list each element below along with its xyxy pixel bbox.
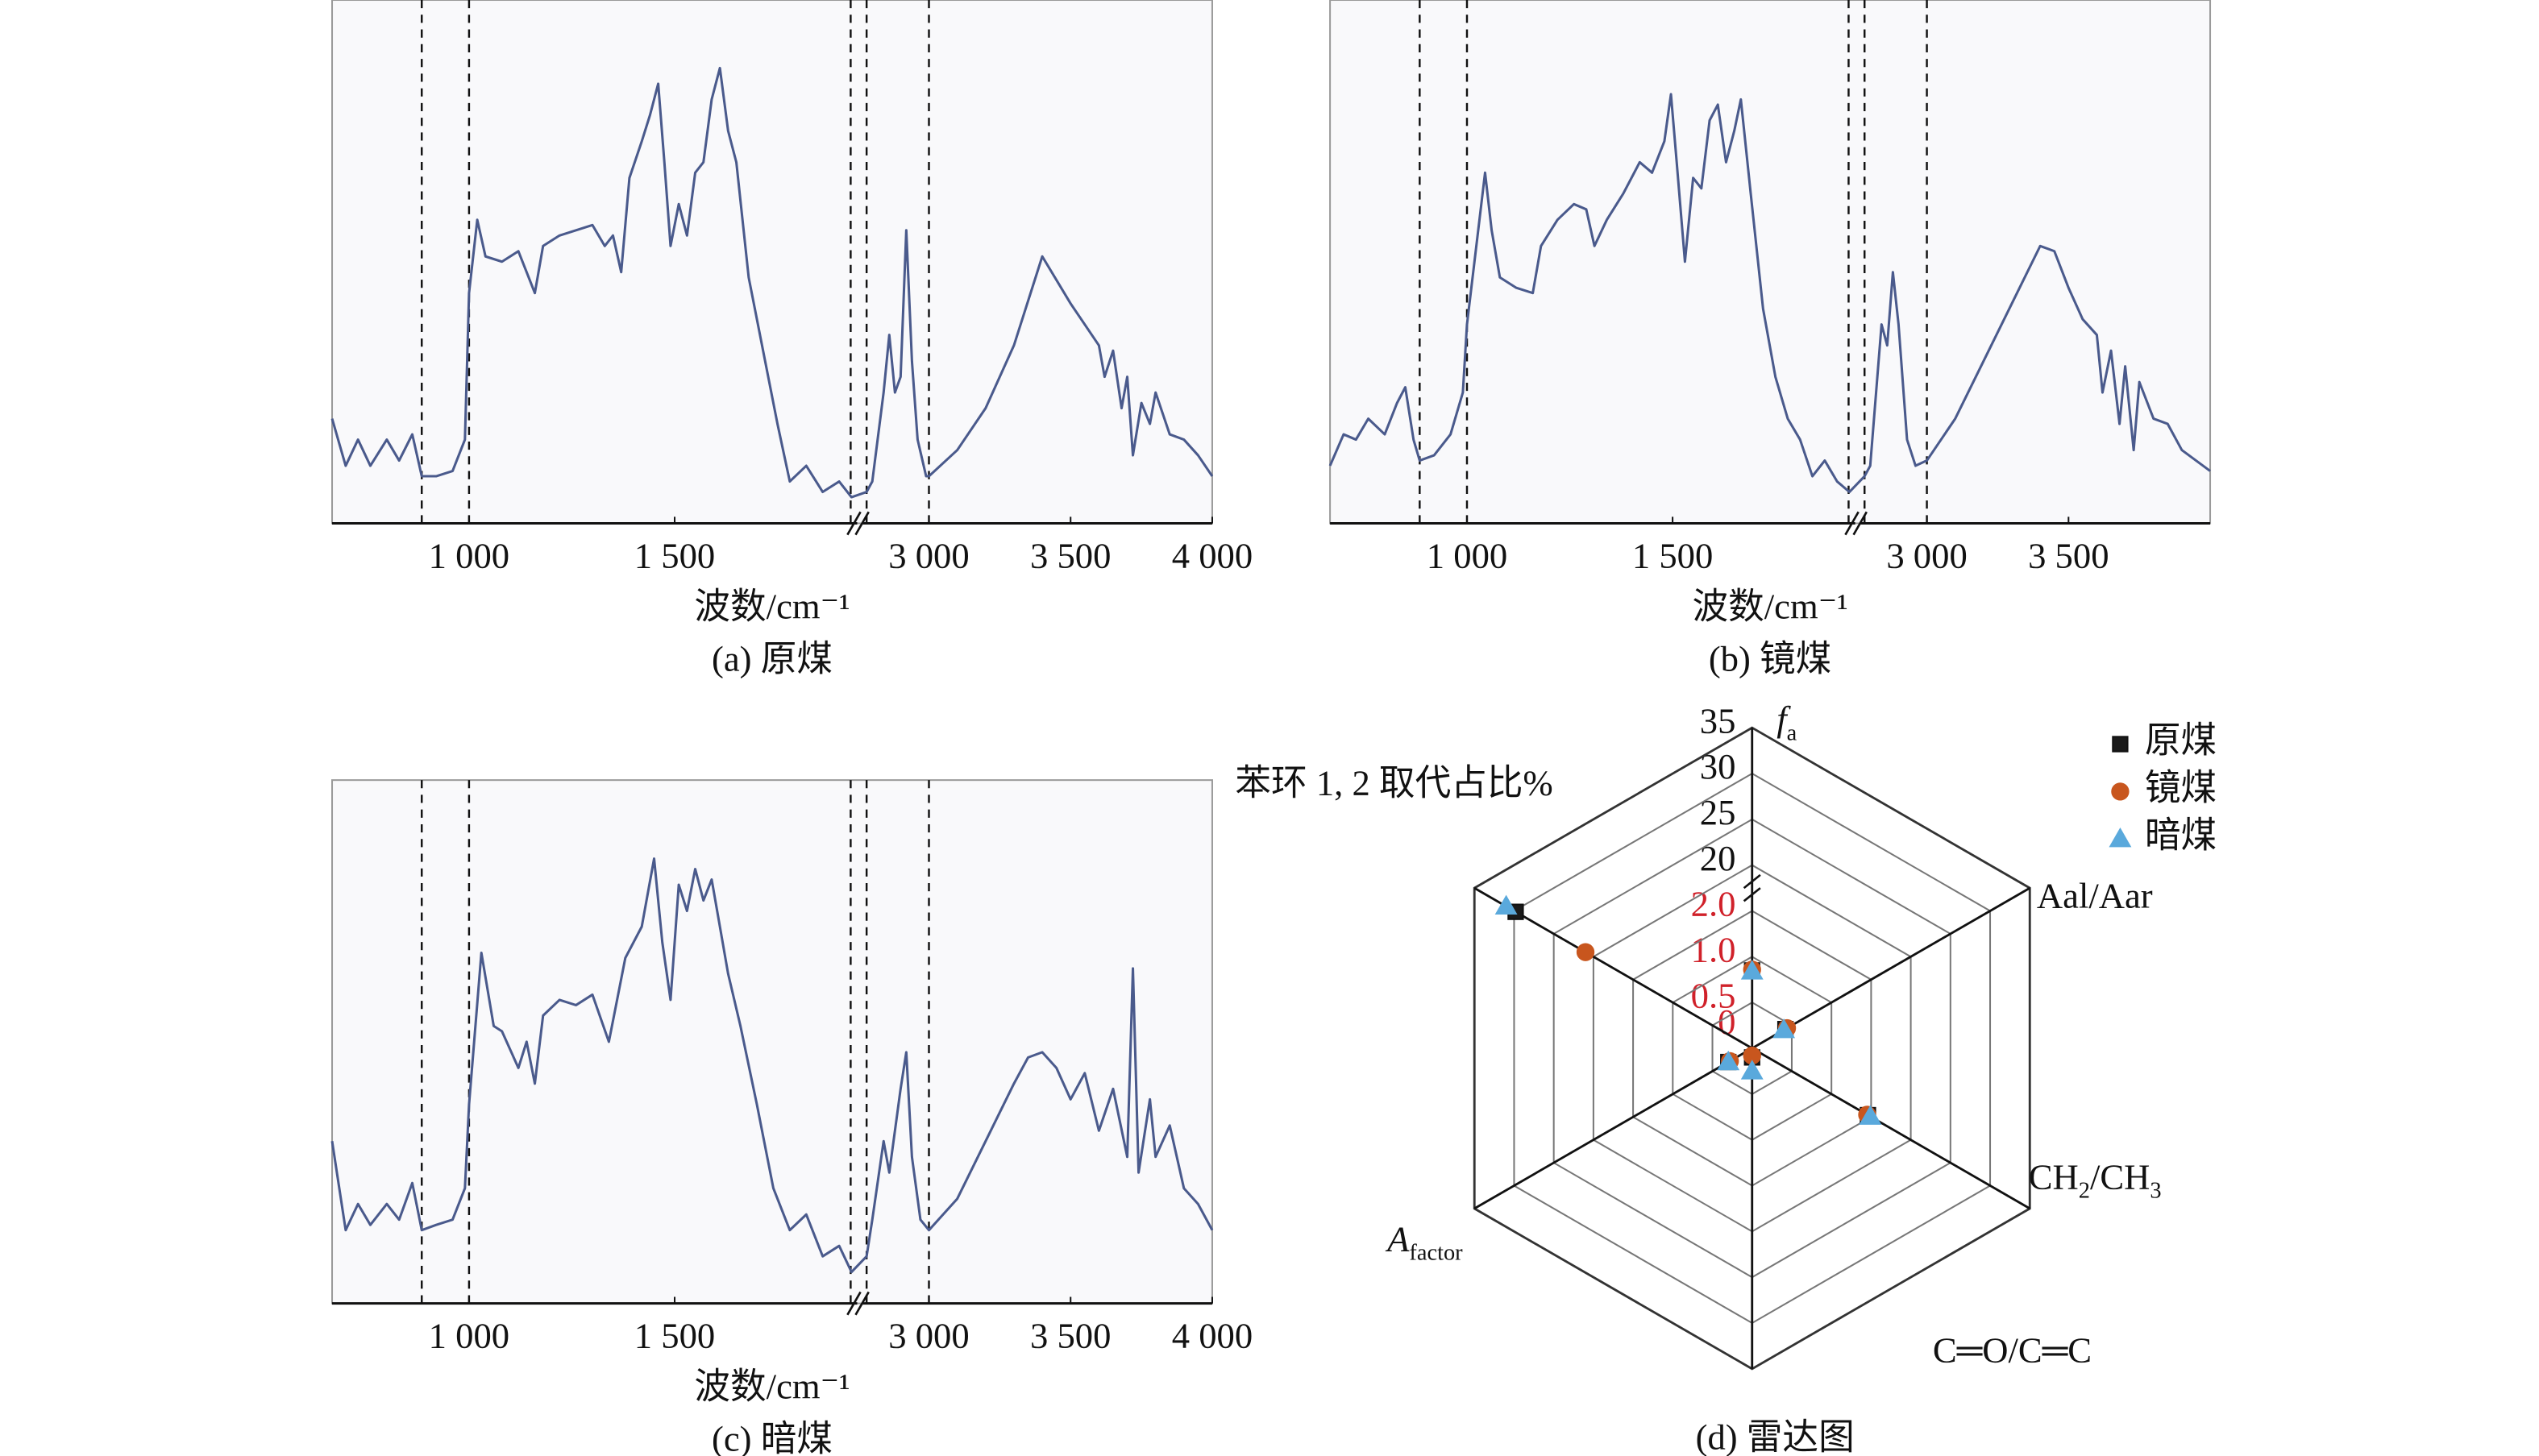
x-tick-label: 4 000 — [1172, 1316, 1253, 1356]
axis-label-part: A — [1385, 1219, 1410, 1259]
axis-spoke — [1752, 1047, 2030, 1210]
radial-tick-label: 1.0 — [1691, 930, 1736, 970]
axis-label: C═O/C═C — [1933, 1330, 2092, 1371]
x-axis-label: 波数/cm⁻¹ — [1692, 586, 1847, 626]
legend-marker — [2112, 736, 2129, 753]
axis-break — [1743, 887, 1761, 902]
caption: (d) 雷达图 — [1696, 1417, 1855, 1456]
x-tick-label: 3 000 — [1886, 535, 1967, 575]
x-tick-label: 1 500 — [634, 1316, 715, 1356]
axis-break — [846, 511, 862, 536]
axis-label: 苯环 1, 2 取代占比% — [1235, 763, 1552, 803]
axis-label-part: 苯环 1, 2 取代占比% — [1235, 763, 1552, 803]
axis-label-part: Aal/Aar — [2037, 876, 2153, 916]
x-tick-label: 1 000 — [429, 535, 509, 575]
axis-label-part: /CH — [2090, 1157, 2150, 1197]
x-tick-label: 4 000 — [1172, 535, 1253, 575]
data-point — [1740, 1060, 1764, 1080]
axis-break — [1844, 511, 1860, 536]
axis-label: fa — [1776, 699, 1797, 745]
x-tick-label: 1 000 — [1427, 535, 1507, 575]
axis-break — [846, 1291, 862, 1316]
caption: (a) 原煤 — [712, 638, 833, 678]
x-tick-label: 3 000 — [888, 1316, 969, 1356]
radial-tick-label: 2.0 — [1691, 884, 1736, 924]
x-tick-label: 1 500 — [634, 535, 715, 575]
axis-label-part: factor — [1409, 1240, 1463, 1265]
axis-spoke — [1752, 886, 2030, 1050]
legend-label: 镜煤 — [2145, 768, 2217, 808]
axis-label-part: C═O/C═C — [1933, 1330, 2092, 1371]
legend-label: 原煤 — [2145, 720, 2217, 761]
data-point — [1859, 1105, 1882, 1125]
x-axis-label: 波数/cm⁻¹ — [694, 586, 850, 626]
axis-spoke — [1473, 1047, 1753, 1210]
x-tick-label: 3 000 — [888, 535, 969, 575]
radial-tick-label: 35 — [1700, 700, 1736, 740]
x-tick-label: 3 500 — [1030, 1316, 1111, 1356]
axis-label-part: CH — [2029, 1157, 2079, 1197]
data-point — [1717, 1050, 1740, 1071]
legend-label: 暗煤 — [2145, 815, 2217, 855]
axis-label: CH2/CH3 — [2029, 1157, 2162, 1203]
axis-break — [1743, 873, 1761, 890]
spectrum-line — [330, 66, 1214, 499]
plot-area — [331, 779, 1213, 1305]
spectrum-line — [1328, 93, 2211, 494]
plot-area — [1329, 0, 2212, 525]
legend-marker — [2109, 827, 2132, 848]
data-point — [1494, 894, 1518, 915]
caption: (c) 暗煤 — [712, 1418, 833, 1456]
x-tick-label: 1 000 — [429, 1316, 509, 1356]
axis-label-part: 2 — [2079, 1178, 2090, 1203]
axis-label: Afactor — [1385, 1219, 1463, 1265]
spectrum-line — [330, 857, 1214, 1274]
radial-tick-label: 25 — [1700, 792, 1736, 832]
x-axis-label: 波数/cm⁻¹ — [694, 1366, 850, 1406]
radial-tick-label: 20 — [1700, 838, 1736, 878]
data-point — [1772, 1018, 1796, 1039]
data-point — [1576, 943, 1595, 961]
plot-area — [331, 0, 1213, 525]
data-point — [1740, 960, 1764, 980]
x-tick-label: 1 500 — [1632, 535, 1713, 575]
axis-label: Aal/Aar — [2037, 876, 2153, 916]
radial-tick-label: 0.5 — [1691, 975, 1736, 1015]
caption: (b) 镜煤 — [1709, 638, 1832, 678]
x-tick-label: 3 500 — [1030, 535, 1111, 575]
x-tick-label: 3 500 — [2028, 535, 2109, 575]
radial-tick-label: 30 — [1700, 746, 1736, 786]
axis-label-part: 3 — [2150, 1178, 2161, 1203]
legend-marker — [2111, 782, 2130, 801]
axis-label-part: a — [1787, 720, 1797, 745]
